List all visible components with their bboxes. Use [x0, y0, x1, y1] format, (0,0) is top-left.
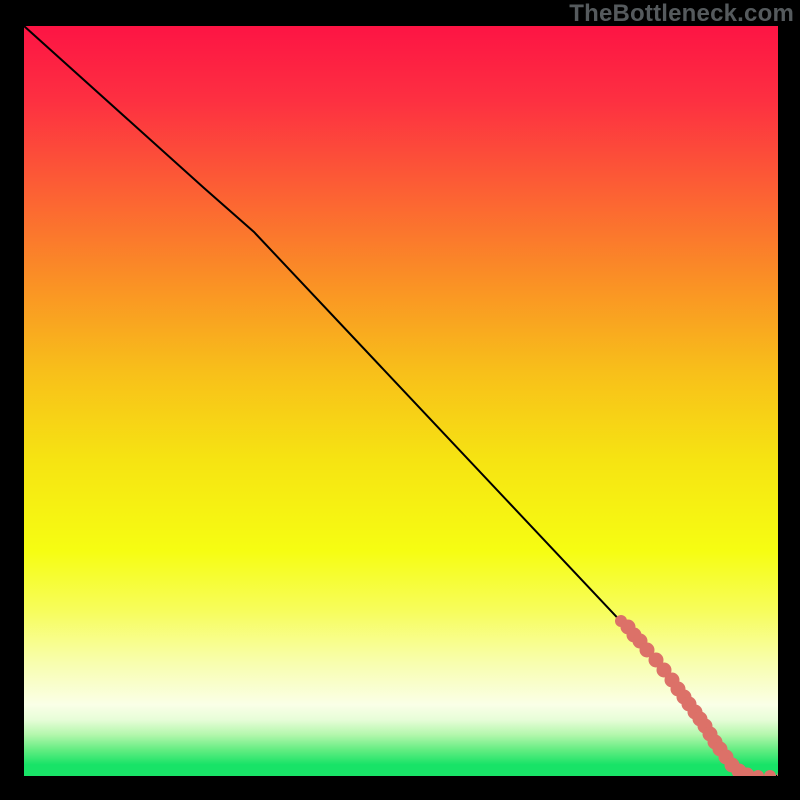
chart-frame: TheBottleneck.com [0, 0, 800, 800]
watermark-label: TheBottleneck.com [569, 0, 794, 28]
plot-svg [24, 26, 778, 776]
plot-area [24, 26, 778, 776]
